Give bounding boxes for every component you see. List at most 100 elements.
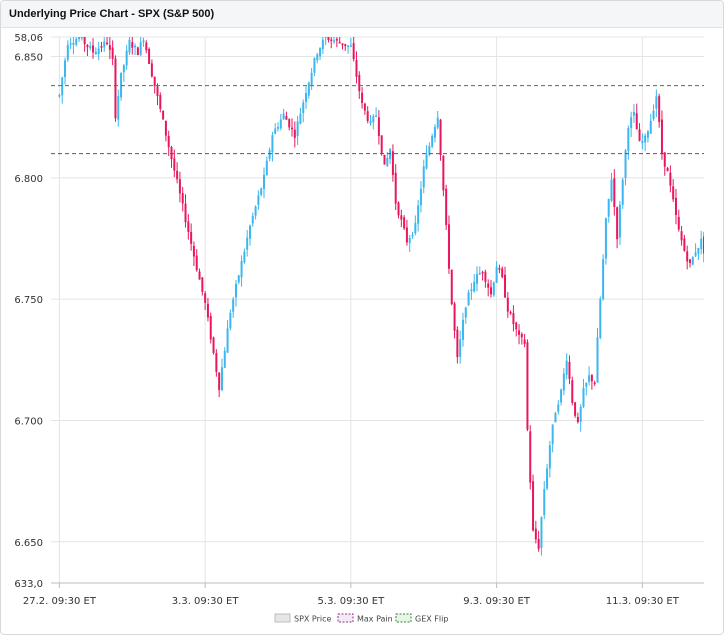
- candle: [649, 120, 652, 134]
- candle: [145, 42, 148, 51]
- candle: [83, 37, 86, 45]
- candle: [618, 204, 621, 238]
- candle: [414, 222, 417, 234]
- candle: [498, 268, 501, 270]
- candle: [590, 375, 593, 382]
- candle: [215, 353, 218, 372]
- candle: [400, 215, 403, 220]
- candle: [111, 47, 114, 59]
- candle: [150, 63, 153, 77]
- candle: [358, 75, 361, 92]
- candle: [86, 44, 89, 47]
- candle: [576, 416, 579, 422]
- candle: [475, 274, 478, 284]
- candle: [419, 189, 422, 206]
- candle: [279, 119, 282, 129]
- candle: [565, 360, 568, 375]
- candle: [156, 86, 159, 97]
- candle: [706, 251, 708, 260]
- candle: [672, 186, 675, 200]
- candle: [321, 39, 324, 50]
- candle: [461, 319, 464, 340]
- candle: [184, 203, 187, 223]
- candle: [237, 275, 240, 283]
- candle: [375, 115, 378, 118]
- candle: [666, 167, 669, 172]
- candle: [456, 329, 459, 358]
- candle: [305, 93, 308, 102]
- candle: [571, 380, 574, 403]
- candle: [703, 236, 704, 254]
- candle: [607, 198, 610, 217]
- candle: [139, 42, 142, 55]
- candle: [700, 238, 703, 250]
- candle: [523, 339, 526, 344]
- candle: [271, 135, 274, 153]
- candle: [408, 237, 411, 243]
- candle: [638, 129, 641, 141]
- candle: [397, 202, 400, 216]
- candle: [582, 387, 585, 407]
- candle: [335, 39, 338, 41]
- candle: [187, 221, 190, 233]
- candle: [310, 72, 313, 85]
- candle: [674, 197, 677, 215]
- candle: [436, 117, 439, 128]
- candle: [610, 179, 613, 201]
- candle: [621, 179, 624, 205]
- candle: [142, 40, 145, 43]
- candle: [262, 174, 265, 189]
- candle: [394, 172, 397, 204]
- candle: [515, 322, 518, 330]
- candle: [117, 96, 120, 120]
- candle: [520, 333, 523, 338]
- chart-header: Underlying Price Chart - SPX (S&P 500): [1, 1, 723, 28]
- candle: [204, 293, 207, 303]
- candle: [377, 117, 380, 137]
- candle: [714, 276, 716, 282]
- candle: [717, 281, 719, 288]
- candle: [122, 65, 125, 73]
- candle: [344, 44, 347, 47]
- candle: [445, 188, 448, 226]
- candle: [442, 155, 445, 191]
- legend-label: GEX Flip: [415, 615, 448, 624]
- candle: [153, 76, 156, 87]
- candle: [548, 445, 551, 469]
- candle: [232, 299, 235, 312]
- candle: [403, 217, 406, 229]
- candle: [80, 37, 83, 39]
- y-tick-label: 6.700: [14, 416, 43, 427]
- candle: [425, 154, 428, 169]
- candle: [274, 128, 277, 134]
- candle: [363, 103, 366, 111]
- candle: [58, 94, 61, 97]
- candle: [588, 375, 591, 382]
- candle: [366, 111, 369, 121]
- candle: [277, 126, 280, 129]
- candle: [195, 255, 198, 271]
- candle: [551, 424, 554, 445]
- y-tick-label: 58,06: [14, 33, 43, 44]
- candle: [644, 135, 647, 143]
- candle: [691, 257, 694, 265]
- candle: [495, 266, 498, 283]
- candle: [447, 224, 450, 269]
- candles: [58, 37, 719, 556]
- candle: [347, 45, 350, 47]
- candle: [201, 277, 204, 292]
- candle: [248, 225, 251, 239]
- candle: [529, 431, 532, 483]
- candle: [313, 58, 316, 73]
- candle: [694, 252, 697, 256]
- candle: [64, 60, 67, 78]
- candle: [288, 119, 291, 128]
- candle: [192, 245, 195, 257]
- candle: [585, 382, 588, 387]
- candle: [190, 232, 193, 244]
- legend-label: Max Pain: [357, 615, 393, 624]
- candle: [293, 129, 296, 138]
- candle: [66, 45, 69, 60]
